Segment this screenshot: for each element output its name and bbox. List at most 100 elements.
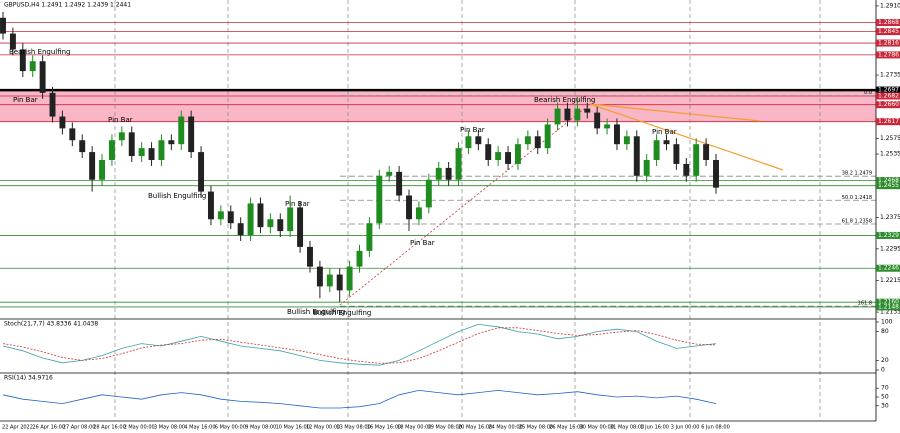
candle-body [227,211,234,224]
candle-body [316,266,323,287]
candle-body [396,171,403,196]
level-tag [876,86,900,94]
candle-body [267,219,274,228]
candle-body [0,17,6,34]
candle-body [19,49,26,72]
candle-body [554,108,561,125]
candle-body [584,108,591,113]
annotation: Bearish Engulfing [9,48,71,56]
candle-body [188,116,195,153]
fibo-label: 0.0 [864,90,872,96]
x-tick-label: 26 May 16:00 [549,425,583,431]
annotation: Pin Bar [285,200,310,208]
indicator-line [2,323,717,366]
x-tick-label: 30 May 00:00 [580,425,614,431]
level-tag [876,28,900,36]
level-tag [876,182,900,190]
x-tick-label: 12 May 00:00 [306,425,340,431]
candle-body [39,61,46,93]
annotation: Bullish Engulfing [287,308,345,316]
frame [0,0,877,422]
level-tag [876,264,900,272]
candle-body [128,132,135,157]
x-tick-label: 22 Apr 2022 [2,425,33,431]
level-tag [876,101,900,109]
candle-body [445,167,452,180]
level-label: 1.2160 [878,299,899,306]
panel-tick-label: 0 [881,367,885,374]
candle-body [118,132,125,141]
candle-body [108,140,115,160]
candle-body [297,207,304,247]
y-tick-label: 1.2735 [880,72,900,79]
x-tick-label: 10 May 16:00 [276,425,310,431]
panel-tick-label: 80 [881,328,889,335]
candle-body [356,250,363,267]
annotation: Pin Bar [108,116,133,124]
candle-body [217,211,224,220]
annotation: Pin Bar [13,96,38,104]
level-label: 1.2617 [878,118,899,125]
candle-body [237,223,244,236]
candle-body [475,136,482,145]
level-tag [876,51,900,59]
candle-body [574,108,581,121]
x-tick-label: 1 Jun 16:00 [640,425,669,431]
level-label: 1.2660 [878,101,899,108]
annotation: Pin Bar [652,128,677,136]
candle-body [614,124,620,145]
candle-body [663,140,670,145]
panel-tick-label: 30 [881,402,889,409]
candle-body [79,140,86,153]
candle-body [307,246,313,267]
x-tick-label: 28 Apr 16:00 [93,425,126,431]
x-tick-label: 4 May 16:00 [184,425,215,431]
fibo-label: 38.2 1.2479 [842,171,872,177]
fibo-label: 161.8 [858,301,872,307]
candle-body [594,112,601,129]
candle-body [178,116,185,145]
fibo-label: 61.8 1.2358 [842,218,872,224]
candle-body [425,179,432,208]
x-tick-label: 26 Apr 16:00 [32,425,65,431]
candle-body [604,124,611,129]
y-tick-label: 1.2535 [880,151,900,158]
candle-body [148,148,155,160]
candle-body [366,223,373,251]
x-tick-label: 3 May 08:00 [154,425,185,431]
indicator-line [2,327,717,364]
candle-body [534,136,541,149]
candle-body [633,136,640,176]
x-tick-label: 25 May 08:00 [519,425,553,431]
x-tick-label: 16 May 16:00 [367,425,401,431]
x-tick-label: 18 May 00:00 [397,425,431,431]
candle-body [514,144,521,164]
candle-body [415,207,422,220]
candle-body [207,191,214,220]
level-tag [876,39,900,47]
candle-body [713,159,719,188]
x-tick-label: 24 May 00:00 [488,425,522,431]
x-tick-label: 19 May 08:00 [428,425,462,431]
candle-body [247,203,254,236]
x-tick-label: 9 May 08:00 [245,425,276,431]
candle-body [59,116,66,129]
level-tag [876,177,900,185]
level-label: 1.2455 [878,182,899,189]
level-label: 1.2682 [878,92,899,99]
candle-body [336,274,343,291]
candle-body [524,136,531,145]
candle-body [29,61,36,72]
panel-tick-label: 100 [881,319,893,326]
candle-body [693,144,700,176]
level-tag [876,298,900,306]
level-label: 1.2845 [878,28,899,35]
candle-body [376,175,383,224]
candle-body [485,144,492,160]
annotation: Bearish Engulfing [534,96,596,104]
trendline [589,103,784,171]
candle-body [346,266,353,291]
fibo-label: 50.0 1.2418 [842,195,872,201]
symbol-header: GBPUSD,H4 1.2491 1.2492 1.2439 1.2441 [4,2,131,9]
